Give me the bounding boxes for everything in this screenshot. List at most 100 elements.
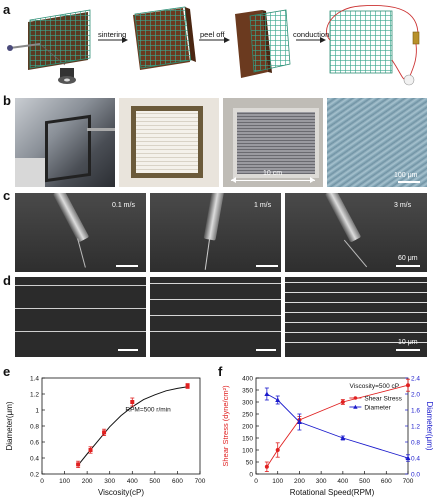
y-tick-label: 0.2 — [30, 471, 39, 478]
data-point — [185, 384, 190, 388]
x-tick-label: 400 — [337, 478, 348, 485]
fit-curve — [77, 386, 188, 466]
legend-marker — [353, 396, 358, 400]
panel-letter-f: f — [218, 364, 223, 379]
chart-f-shear-and-diameter: 0 100 200 300 400 500 600 700 0 50 100 150 200 250 300… — [221, 375, 433, 497]
x-tick-label: 700 — [195, 478, 206, 485]
dimension-label-10cm: 10 cm — [263, 170, 283, 177]
scale-bar-c3 — [396, 265, 420, 267]
y-tick-label: 350 — [242, 387, 253, 394]
jet-photo-slow — [15, 193, 146, 272]
schematic-panel-a — [7, 5, 420, 86]
x-tick-label: 400 — [127, 478, 138, 485]
photo-frame-with-fibers — [119, 98, 219, 187]
data-point — [130, 400, 135, 404]
y-tick-label: 0.4 — [30, 455, 39, 462]
chart-annotation: Viscosity=500 cP — [350, 383, 400, 390]
legend-label-1: Diameter — [364, 404, 391, 411]
x-tick-label: 200 — [82, 478, 93, 485]
y2-tick-label: 0.8 — [411, 439, 420, 446]
scale-bar-b — [398, 181, 420, 183]
x-tick-label: 100 — [59, 478, 70, 485]
y2-tick-label: 2.4 — [411, 375, 420, 382]
sem-fibers-2 — [150, 277, 281, 357]
x-tick-label: 600 — [381, 478, 392, 485]
mesh-with-needle — [7, 9, 91, 84]
y-axis-label: Shear Stress (dyne/cm²) — [221, 385, 230, 467]
y-tick-label: 400 — [242, 375, 253, 382]
x-tick-label: 100 — [272, 478, 283, 485]
chart-annotation: RPM=500 r/min — [125, 407, 171, 414]
y-tick-label: 50 — [246, 459, 254, 466]
speed-label-1: 1 m/s — [254, 202, 272, 209]
step-label-peel-off: peel off — [200, 30, 225, 39]
y2-axis-label: Diameter(μm) — [425, 401, 433, 450]
x-tick-label: 0 — [254, 478, 258, 485]
panel-letter-d: d — [3, 273, 11, 288]
scale-label-c: 60 μm — [398, 255, 418, 262]
peel-off-sheets — [235, 9, 291, 78]
x-tick-label: 600 — [172, 478, 183, 485]
x-axis-label: Viscosity(cP) — [98, 488, 144, 497]
x-tick-label: 200 — [294, 478, 305, 485]
x-tick-label: 500 — [149, 478, 160, 485]
y2-tick-label: 1.2 — [411, 423, 420, 430]
data-point — [405, 455, 411, 460]
scale-bar-d2 — [256, 349, 276, 351]
conductive-grid — [326, 5, 420, 86]
y-tick-label: 0.6 — [30, 439, 39, 446]
y-tick-label: 1.2 — [30, 391, 39, 398]
x-tick-label: 300 — [316, 478, 327, 485]
data-point — [264, 391, 270, 396]
y-tick-label: 250 — [242, 411, 253, 418]
y2-tick-label: 0.4 — [411, 455, 420, 462]
y-tick-label: 100 — [242, 447, 253, 454]
photo-10cm-frame — [223, 98, 323, 187]
data-point — [296, 419, 302, 424]
y2-tick-label: 2.0 — [411, 391, 420, 398]
jet-photo-fast — [285, 193, 427, 272]
mesh-on-sheet — [133, 6, 196, 70]
panel-letter-a: a — [3, 2, 11, 17]
scale-bar-d3 — [396, 349, 420, 351]
data-point — [275, 448, 280, 452]
data-point — [264, 464, 269, 469]
panel-letter-b: b — [3, 93, 11, 108]
x-tick-label: 500 — [359, 478, 370, 485]
y-tick-label: 0 — [249, 471, 253, 478]
jet-photo-medium — [150, 193, 281, 272]
speed-label-3: 3 m/s — [394, 202, 412, 209]
y2-tick-label: 1.6 — [411, 407, 420, 414]
y-tick-label: 1 — [35, 407, 39, 414]
panel-letter-c: c — [3, 188, 11, 203]
plot-frame — [255, 377, 409, 475]
y-tick-label: 0.8 — [30, 423, 39, 430]
data-point — [340, 400, 345, 404]
legend-marker — [353, 404, 358, 409]
data-point — [340, 435, 346, 440]
scale-bar-c1 — [116, 265, 138, 267]
sem-fibers-3 — [285, 277, 427, 357]
y2-tick-label: 0.0 — [411, 471, 420, 478]
x-tick-label: 0 — [40, 478, 44, 485]
chart-e-diameter-vs-viscosity: 0 100 200 300 400 500 600 700 0.2 0.4 0.6 0.8 1 1.2 1.… — [5, 375, 206, 497]
scale-bar-c2 — [256, 265, 278, 267]
scale-label-d: 10 μm — [398, 339, 418, 346]
plot-frame — [41, 377, 201, 475]
y-tick-label: 300 — [242, 399, 253, 406]
speed-label-0-1: 0.1 m/s — [112, 202, 135, 209]
x-tick-label: 300 — [104, 478, 115, 485]
legend-label-0: Shear Stress — [364, 395, 402, 402]
data-point — [406, 383, 410, 388]
scale-label-b: 100 μm — [394, 172, 418, 179]
data-point — [275, 397, 281, 402]
data-point — [88, 448, 93, 452]
x-tick-label: 700 — [403, 478, 414, 485]
data-point — [102, 430, 107, 435]
y-tick-label: 1.4 — [30, 375, 39, 382]
photo-fiber-micrograph — [327, 98, 427, 187]
x-axis-label: Rotational Speed(RPM) — [290, 488, 375, 497]
data-point — [76, 462, 81, 467]
y-axis-label: Diameter(μm) — [5, 401, 14, 450]
step-label-conduction: conduction — [293, 30, 330, 39]
